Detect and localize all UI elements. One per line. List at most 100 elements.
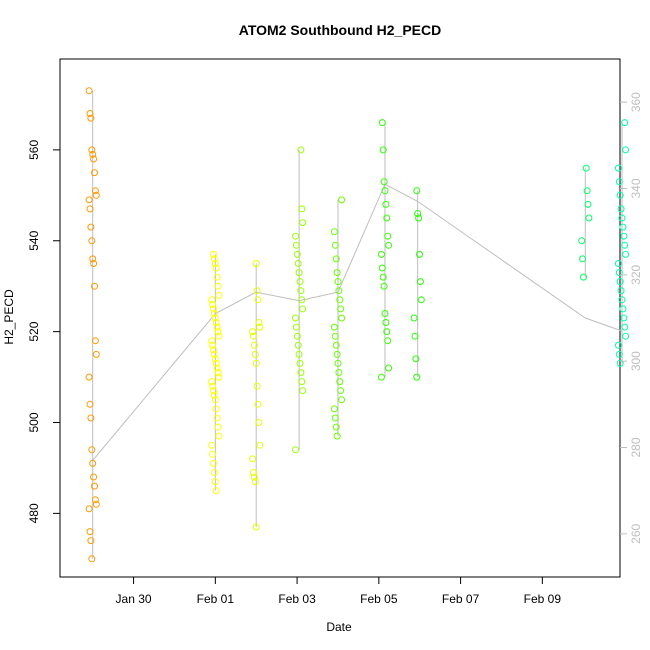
data-point [252, 523, 260, 531]
data-point [332, 255, 340, 263]
data-point [299, 305, 307, 313]
data-point [212, 319, 220, 326]
data-point [378, 264, 386, 272]
data-point [297, 287, 305, 295]
data-point [253, 382, 261, 390]
gray-trend-line [92, 183, 623, 461]
data-point [614, 341, 622, 349]
data-point [616, 191, 624, 199]
data-point [89, 459, 97, 467]
data-point [622, 146, 630, 154]
data-point [384, 337, 392, 345]
data-point [336, 378, 344, 386]
data-point [336, 296, 344, 304]
data-point [584, 200, 592, 208]
data-point [211, 355, 219, 363]
data-point [335, 369, 343, 376]
data-point [212, 405, 220, 413]
data-point [619, 305, 627, 313]
data-point [208, 441, 216, 449]
data-point [210, 459, 217, 467]
data-point [91, 169, 98, 177]
data-point [295, 269, 303, 277]
data-point [210, 250, 217, 258]
data-point [622, 332, 630, 340]
data-point [292, 323, 300, 331]
data-point [617, 287, 625, 295]
data-point [583, 187, 591, 195]
data-point [620, 232, 628, 240]
data-point [210, 391, 218, 399]
data-point [213, 273, 221, 281]
right-tick-label: 260 [629, 524, 643, 544]
data-point [210, 350, 218, 358]
data-point [299, 219, 307, 227]
data-point [89, 150, 97, 158]
data-point [615, 350, 623, 358]
data-point [251, 478, 259, 486]
data-point [619, 223, 627, 231]
data-point [87, 223, 95, 231]
data-point [208, 337, 216, 345]
data-point [214, 328, 222, 336]
data-point [85, 373, 93, 381]
data-point [333, 350, 341, 358]
data-point [330, 228, 338, 236]
data-point [91, 496, 99, 504]
data-point [410, 314, 418, 322]
data-point [209, 300, 217, 308]
data-point [383, 328, 391, 336]
data-point [382, 319, 390, 326]
data-point [88, 146, 96, 154]
data-point [380, 282, 388, 290]
data-point [378, 119, 386, 127]
data-point [335, 287, 343, 295]
data-point [210, 305, 217, 313]
data-point [297, 369, 305, 376]
data-point [91, 282, 98, 290]
data-point [249, 455, 257, 463]
data-point [212, 264, 220, 272]
data-point [250, 473, 258, 481]
data-point [337, 305, 345, 313]
right-tick-label: 300 [629, 351, 643, 371]
data-point [385, 241, 393, 249]
data-point [92, 350, 100, 358]
data-point [89, 255, 97, 263]
right-tick-label: 320 [629, 265, 643, 285]
data-point [209, 341, 217, 349]
data-point [383, 214, 391, 222]
data-point [580, 273, 587, 281]
data-point [331, 414, 339, 422]
y-tick-label: 540 [27, 230, 41, 250]
data-point [250, 332, 257, 340]
data-point [618, 214, 626, 222]
data-point [299, 387, 307, 395]
data-point [86, 110, 94, 117]
data-point [295, 350, 303, 358]
data-point [90, 473, 98, 481]
y-tick-label: 480 [27, 503, 41, 523]
data-point [253, 287, 261, 295]
data-point [211, 396, 219, 404]
data-point [210, 255, 218, 263]
data-point [215, 373, 223, 381]
data-point [90, 155, 98, 163]
data-point [208, 378, 216, 386]
data-point [621, 323, 629, 331]
x-axis-label: Date [326, 620, 352, 634]
data-point [254, 400, 262, 408]
right-tick-label: 340 [629, 178, 643, 198]
data-point [292, 241, 300, 249]
data-point [208, 296, 216, 304]
data-point [210, 387, 217, 395]
data-point [292, 232, 299, 240]
data-point [294, 260, 302, 267]
data-point [331, 241, 339, 249]
right-tick-label: 360 [629, 92, 643, 112]
data-point [413, 187, 421, 195]
data-point [292, 446, 299, 454]
data-point [210, 310, 218, 317]
data-point [620, 314, 628, 322]
